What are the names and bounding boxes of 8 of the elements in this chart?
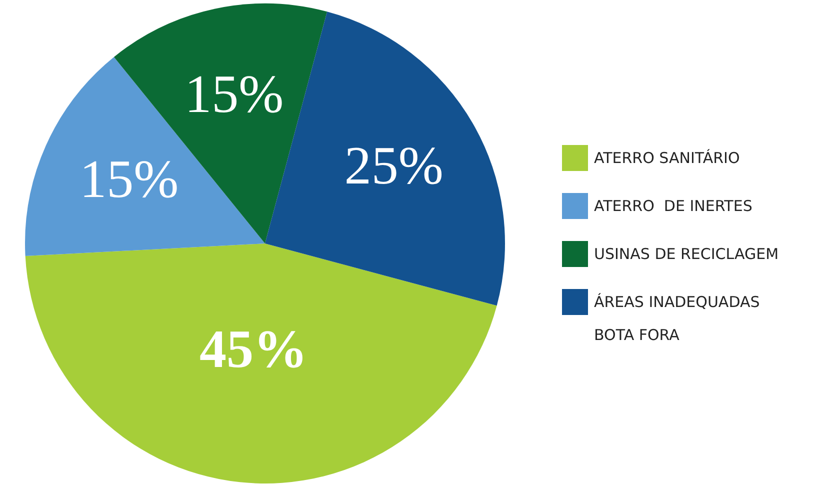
legend-label: ATERRO SANITÁRIO (594, 148, 741, 169)
legend-label: USINAS DE RECICLAGEM (594, 244, 780, 265)
data-label: 15% (80, 149, 179, 210)
legend-label: ÁREAS INADEQUADAS BOTA FORA (594, 292, 761, 346)
data-label: 25% (344, 135, 444, 196)
data-label: 15% (184, 64, 284, 124)
legend-label: ATERRO DE INERTES (594, 196, 754, 217)
data-label: 45% (199, 319, 308, 380)
